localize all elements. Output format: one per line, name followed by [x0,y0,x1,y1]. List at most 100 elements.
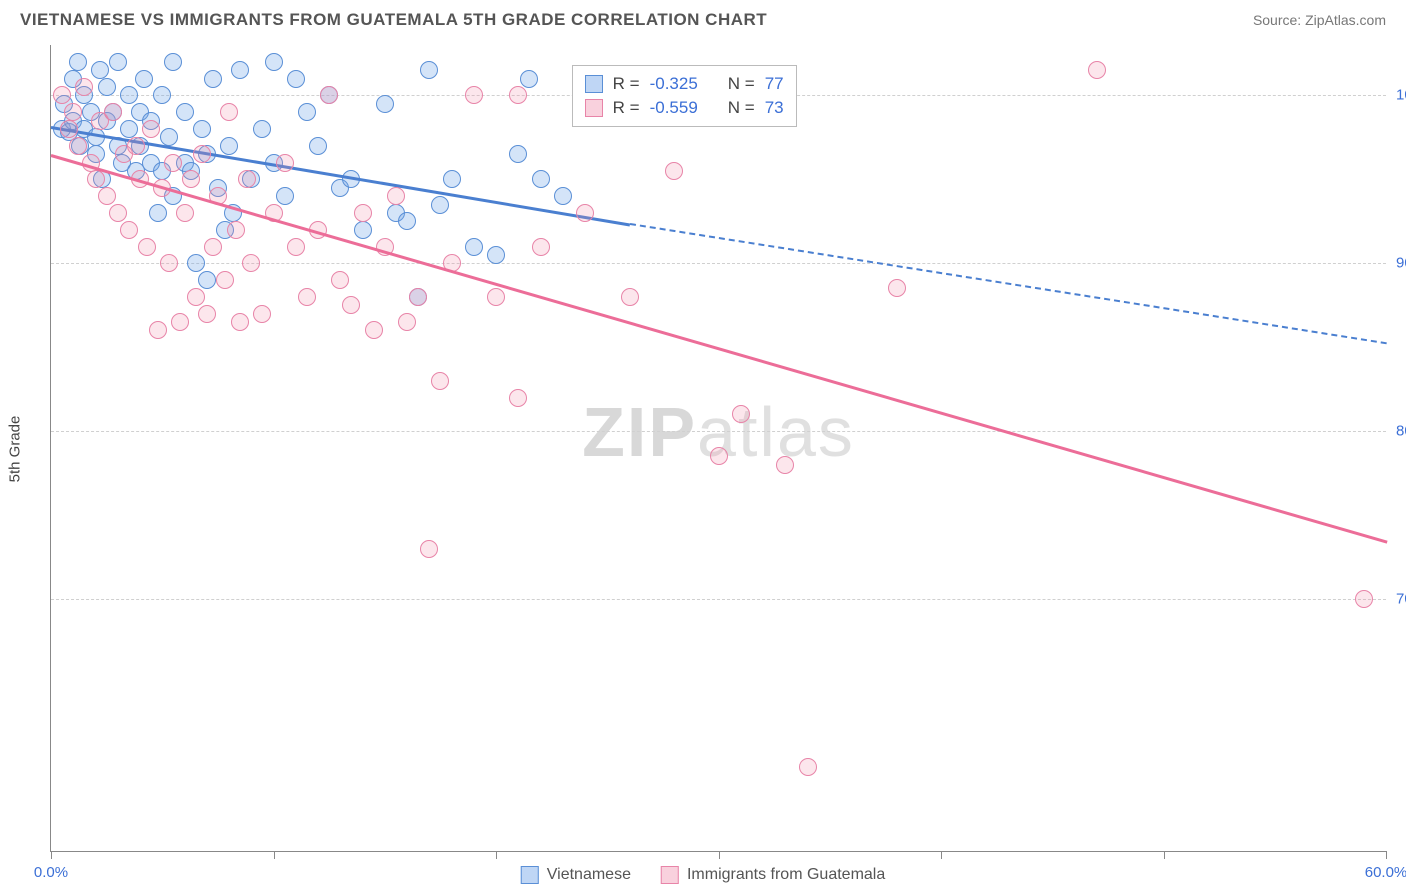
data-point [176,204,194,222]
data-point [398,313,416,331]
legend-label: Vietnamese [547,866,631,884]
data-point [342,296,360,314]
data-point [216,271,234,289]
data-point [509,86,527,104]
data-point [204,70,222,88]
data-point [287,70,305,88]
data-point [776,456,794,474]
data-point [431,196,449,214]
data-point [193,120,211,138]
data-point [182,170,200,188]
data-point [532,238,550,256]
data-point [287,238,305,256]
data-point [576,204,594,222]
r-label: R = [613,98,640,118]
data-point [276,187,294,205]
data-point [231,313,249,331]
data-point [187,254,205,272]
data-point [120,120,138,138]
data-point [799,758,817,776]
legend-item: Immigrants from Guatemala [661,866,885,884]
data-point [198,305,216,323]
data-point [487,246,505,264]
data-point [276,154,294,172]
data-point [420,61,438,79]
data-point [120,86,138,104]
r-label: R = [613,74,640,94]
x-tick [274,851,275,859]
data-point [160,254,178,272]
data-point [520,70,538,88]
data-point [365,321,383,339]
data-point [142,120,160,138]
data-point [127,137,145,155]
data-point [53,86,71,104]
data-point [265,53,283,71]
data-point [75,78,93,96]
r-value: -0.325 [650,74,698,94]
correlation-row: R = -0.559 N = 73 [585,96,784,120]
data-point [465,86,483,104]
data-point [509,389,527,407]
x-tick [941,851,942,859]
data-point [331,271,349,289]
y-tick-label: 80.0% [1396,423,1406,440]
data-point [204,238,222,256]
data-point [387,187,405,205]
data-point [1088,61,1106,79]
x-tick [51,851,52,859]
legend-label: Immigrants from Guatemala [687,866,885,884]
data-point [164,154,182,172]
trend-line [630,223,1387,344]
data-point [409,288,427,306]
data-point [104,103,122,121]
data-point [138,238,156,256]
gridline [51,431,1386,432]
data-point [465,238,483,256]
data-point [398,212,416,230]
data-point [431,372,449,390]
n-value: 77 [765,74,784,94]
data-point [109,204,127,222]
data-point [176,103,194,121]
data-point [149,204,167,222]
data-point [171,313,189,331]
x-tick [1386,851,1387,859]
legend-swatch [661,866,679,884]
data-point [621,288,639,306]
data-point [443,170,461,188]
data-point [309,137,327,155]
chart-title: VIETNAMESE VS IMMIGRANTS FROM GUATEMALA … [20,10,767,30]
legend-item: Vietnamese [521,866,631,884]
data-point [87,170,105,188]
n-label: N = [728,98,755,118]
data-point [98,78,116,96]
y-axis-label: 5th Grade [7,415,24,482]
data-point [554,187,572,205]
data-point [665,162,683,180]
data-point [98,187,116,205]
data-point [64,103,82,121]
data-point [354,221,372,239]
data-point [298,288,316,306]
data-point [220,103,238,121]
data-point [187,288,205,306]
data-point [120,221,138,239]
x-tick [496,851,497,859]
data-point [91,61,109,79]
data-point [354,204,372,222]
n-value: 73 [765,98,784,118]
n-label: N = [728,74,755,94]
data-point [193,145,211,163]
data-point [231,61,249,79]
data-point [376,95,394,113]
data-point [153,86,171,104]
data-point [1355,590,1373,608]
r-value: -0.559 [650,98,698,118]
x-tick-label: 60.0% [1365,864,1406,881]
y-tick-label: 100.0% [1396,87,1406,104]
trend-line [51,154,1388,544]
data-point [135,70,153,88]
x-tick [719,851,720,859]
data-point [227,221,245,239]
